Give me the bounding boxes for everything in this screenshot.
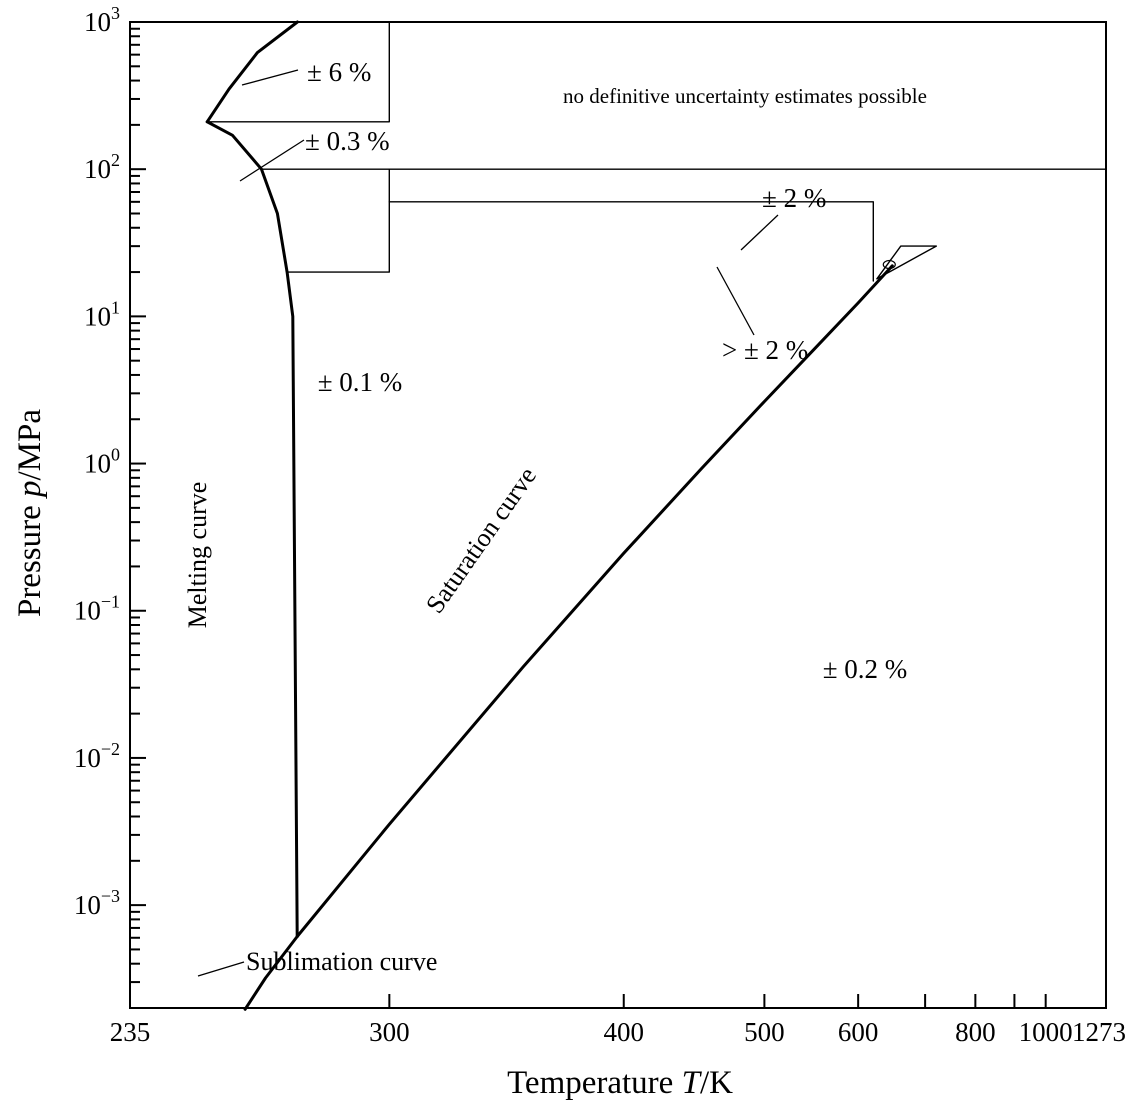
region-label-0-1: ± 0.1 % [318,367,403,397]
x-tick-label-500: 500 [744,1017,785,1047]
x-tick-label-800: 800 [955,1017,996,1047]
y-tick-label-exponent: 2 [111,150,120,170]
y-tick-label-−1: 10−1 [74,592,120,626]
leader-6-percent [241,69,299,86]
y-tick-label-exponent: 3 [111,3,120,23]
sublimation-curve-3 [243,935,299,1011]
region-label-0-3: ± 0.3 % [305,126,390,156]
boundary-0-3-percent-box [286,168,390,273]
region-label-6: ± 6 % [307,57,371,87]
leader-2-percent [740,214,779,251]
y-axis-title-prefix: Pressure [12,497,48,617]
boundary-0-1-percent-box [388,201,874,282]
leader-0-3-percent [239,139,305,182]
y-tick-label-base: 10 [84,7,111,37]
y-tick-label-exponent: 0 [111,445,120,465]
boundary-6-percent-box [206,21,390,123]
y-axis-title-symbol: p [12,480,48,499]
leader-sublimation [197,961,245,977]
y-axis-title-unit: /MPa [12,409,48,481]
region-label-0-2: ± 0.2 % [823,654,908,684]
melting-curve-0 [205,20,299,124]
x-tick-label-300: 300 [369,1017,410,1047]
x-tick-label-600: 600 [838,1017,879,1047]
y-tick-label-exponent: −2 [101,739,120,759]
y-tick-label-base: 10 [84,449,111,479]
y-tick-label-base: 10 [84,154,111,184]
x-tick-label-400: 400 [603,1017,644,1047]
annotations [197,69,779,977]
y-tick-label-base: 10 [84,301,111,331]
y-tick-label-base: 10 [74,596,101,626]
y-tick-label-3: 103 [84,3,120,37]
boundary-2-percent-triangle [876,245,937,280]
leader-greater-2-percent [716,266,755,336]
x-axis-title-symbol: T [682,1065,703,1101]
x-tick-label-235: 235 [110,1017,151,1047]
saturation-curve-label: Saturation curve [420,462,542,619]
y-tick-label-exponent: −3 [101,886,120,906]
y-axis-title: Pressure p/MPa [12,409,48,617]
x-tick-label-1000: 1000 [1019,1017,1073,1047]
y-tick-label-−2: 10−2 [74,739,120,773]
y-tick-label-0: 100 [84,445,120,479]
melting-curve-1 [205,120,299,938]
x-axis-title-unit: /K [700,1065,733,1101]
saturation-curve-2 [295,264,894,938]
region-label-2: ± 2 % [762,183,826,213]
y-tick-label-base: 10 [74,890,101,920]
x-axis-title: Temperature T/K [507,1065,733,1101]
region-label-no-estimates: no definitive uncertainty estimates poss… [563,84,927,108]
x-axis-title-prefix: Temperature [507,1065,682,1101]
melting-curve-label: Melting curve [183,482,212,629]
y-tick-label-exponent: −1 [101,592,120,612]
x-axis: 235 300 400 500 600 800 1000 1273 [110,994,1126,1047]
y-tick-label-base: 10 [74,743,101,773]
region-boundaries [206,21,1107,282]
region-label-greater-2: > ± 2 % [722,335,808,365]
sublimation-curve-label: Sublimation curve [246,947,437,976]
y-tick-label-2: 102 [84,150,120,184]
y-tick-label-−3: 10−3 [74,886,120,920]
x-tick-label-1273: 1273 [1072,1017,1126,1047]
plot-frame [129,21,1107,1009]
y-tick-label-exponent: 1 [111,297,120,317]
phase-curves [205,20,894,1011]
y-tick-label-1: 101 [84,297,120,331]
